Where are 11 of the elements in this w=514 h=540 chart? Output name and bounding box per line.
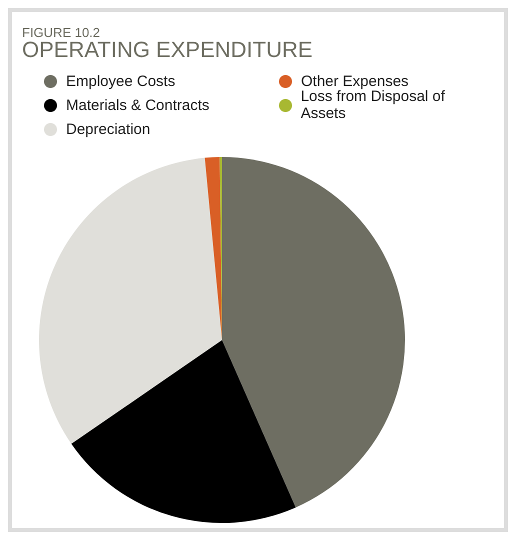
legend-label: Loss from Disposal of Assets <box>300 88 446 122</box>
pie-slice <box>39 158 222 444</box>
chart-subtitle: FIGURE 10.2 <box>22 25 102 40</box>
legend-label: Employee Costs <box>66 72 176 90</box>
legend-label: Depreciation <box>66 120 150 138</box>
legend-label: Materials & Contracts <box>66 96 210 114</box>
pie-slice <box>71 340 296 523</box>
legend-label: Other Expenses <box>301 72 409 90</box>
pie-slice <box>204 157 222 340</box>
pie-slice <box>222 157 405 508</box>
chart-title: OPERATING EXPENDITURE <box>22 37 314 62</box>
